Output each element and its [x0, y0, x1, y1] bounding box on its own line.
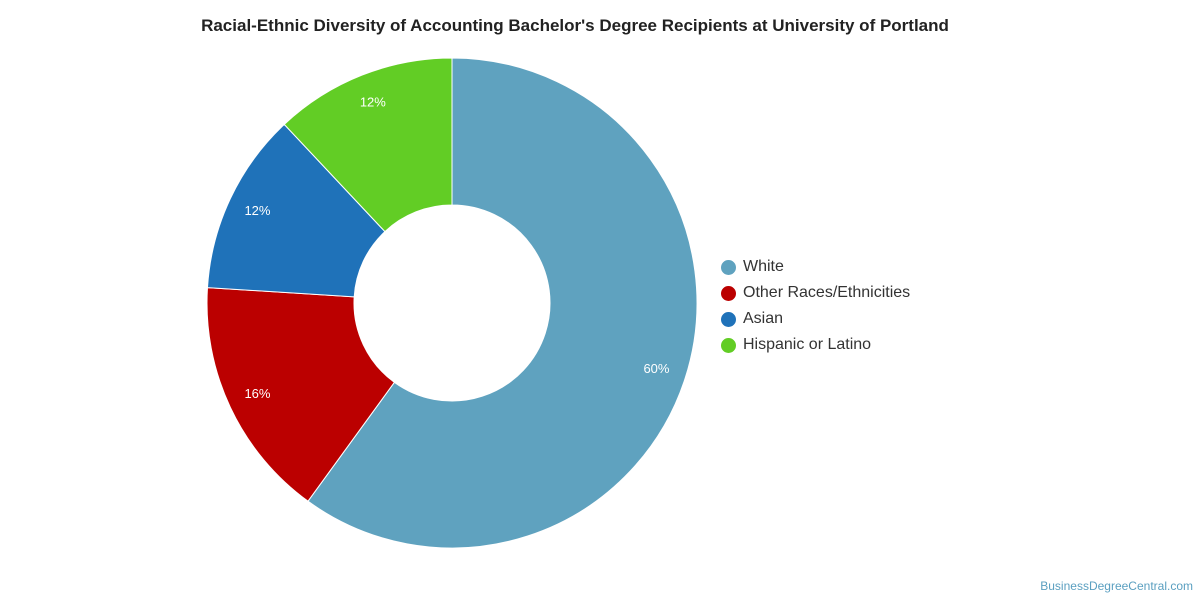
legend-label: Hispanic or Latino — [743, 336, 872, 353]
legend-swatch — [721, 337, 736, 353]
chart-title: Racial-Ethnic Diversity of Accounting Ba… — [201, 16, 949, 35]
legend-swatch — [721, 311, 736, 327]
donut-slice-other-races-ethnicities[interactable] — [206, 287, 396, 502]
donut-slice-asian[interactable] — [206, 123, 386, 298]
legend-swatch — [721, 259, 736, 275]
source-credit[interactable]: BusinessDegreeCentral.com — [1040, 579, 1193, 593]
legend-item[interactable]: Other Races/Ethnicities — [721, 280, 910, 306]
chart-legend: White Other Races/Ethnicities Asian Hispani… — [721, 254, 910, 358]
legend-label: Asian — [743, 310, 784, 327]
legend-label: White — [743, 258, 784, 275]
legend-label: Other Races/Ethnicities — [743, 284, 911, 301]
donut-slice-hispanic-or-latino[interactable] — [283, 57, 453, 233]
slice-data-label: 12% — [244, 203, 270, 218]
legend-swatch — [721, 285, 736, 301]
slice-data-label: 12% — [360, 95, 386, 110]
legend-item[interactable]: White — [721, 254, 910, 280]
legend-item[interactable]: Hispanic or Latino — [721, 332, 910, 358]
legend-item[interactable]: Asian — [721, 306, 910, 332]
slice-data-label: 16% — [244, 386, 270, 401]
slice-data-label: 60% — [643, 361, 669, 376]
donut-slice-white[interactable] — [307, 57, 698, 549]
